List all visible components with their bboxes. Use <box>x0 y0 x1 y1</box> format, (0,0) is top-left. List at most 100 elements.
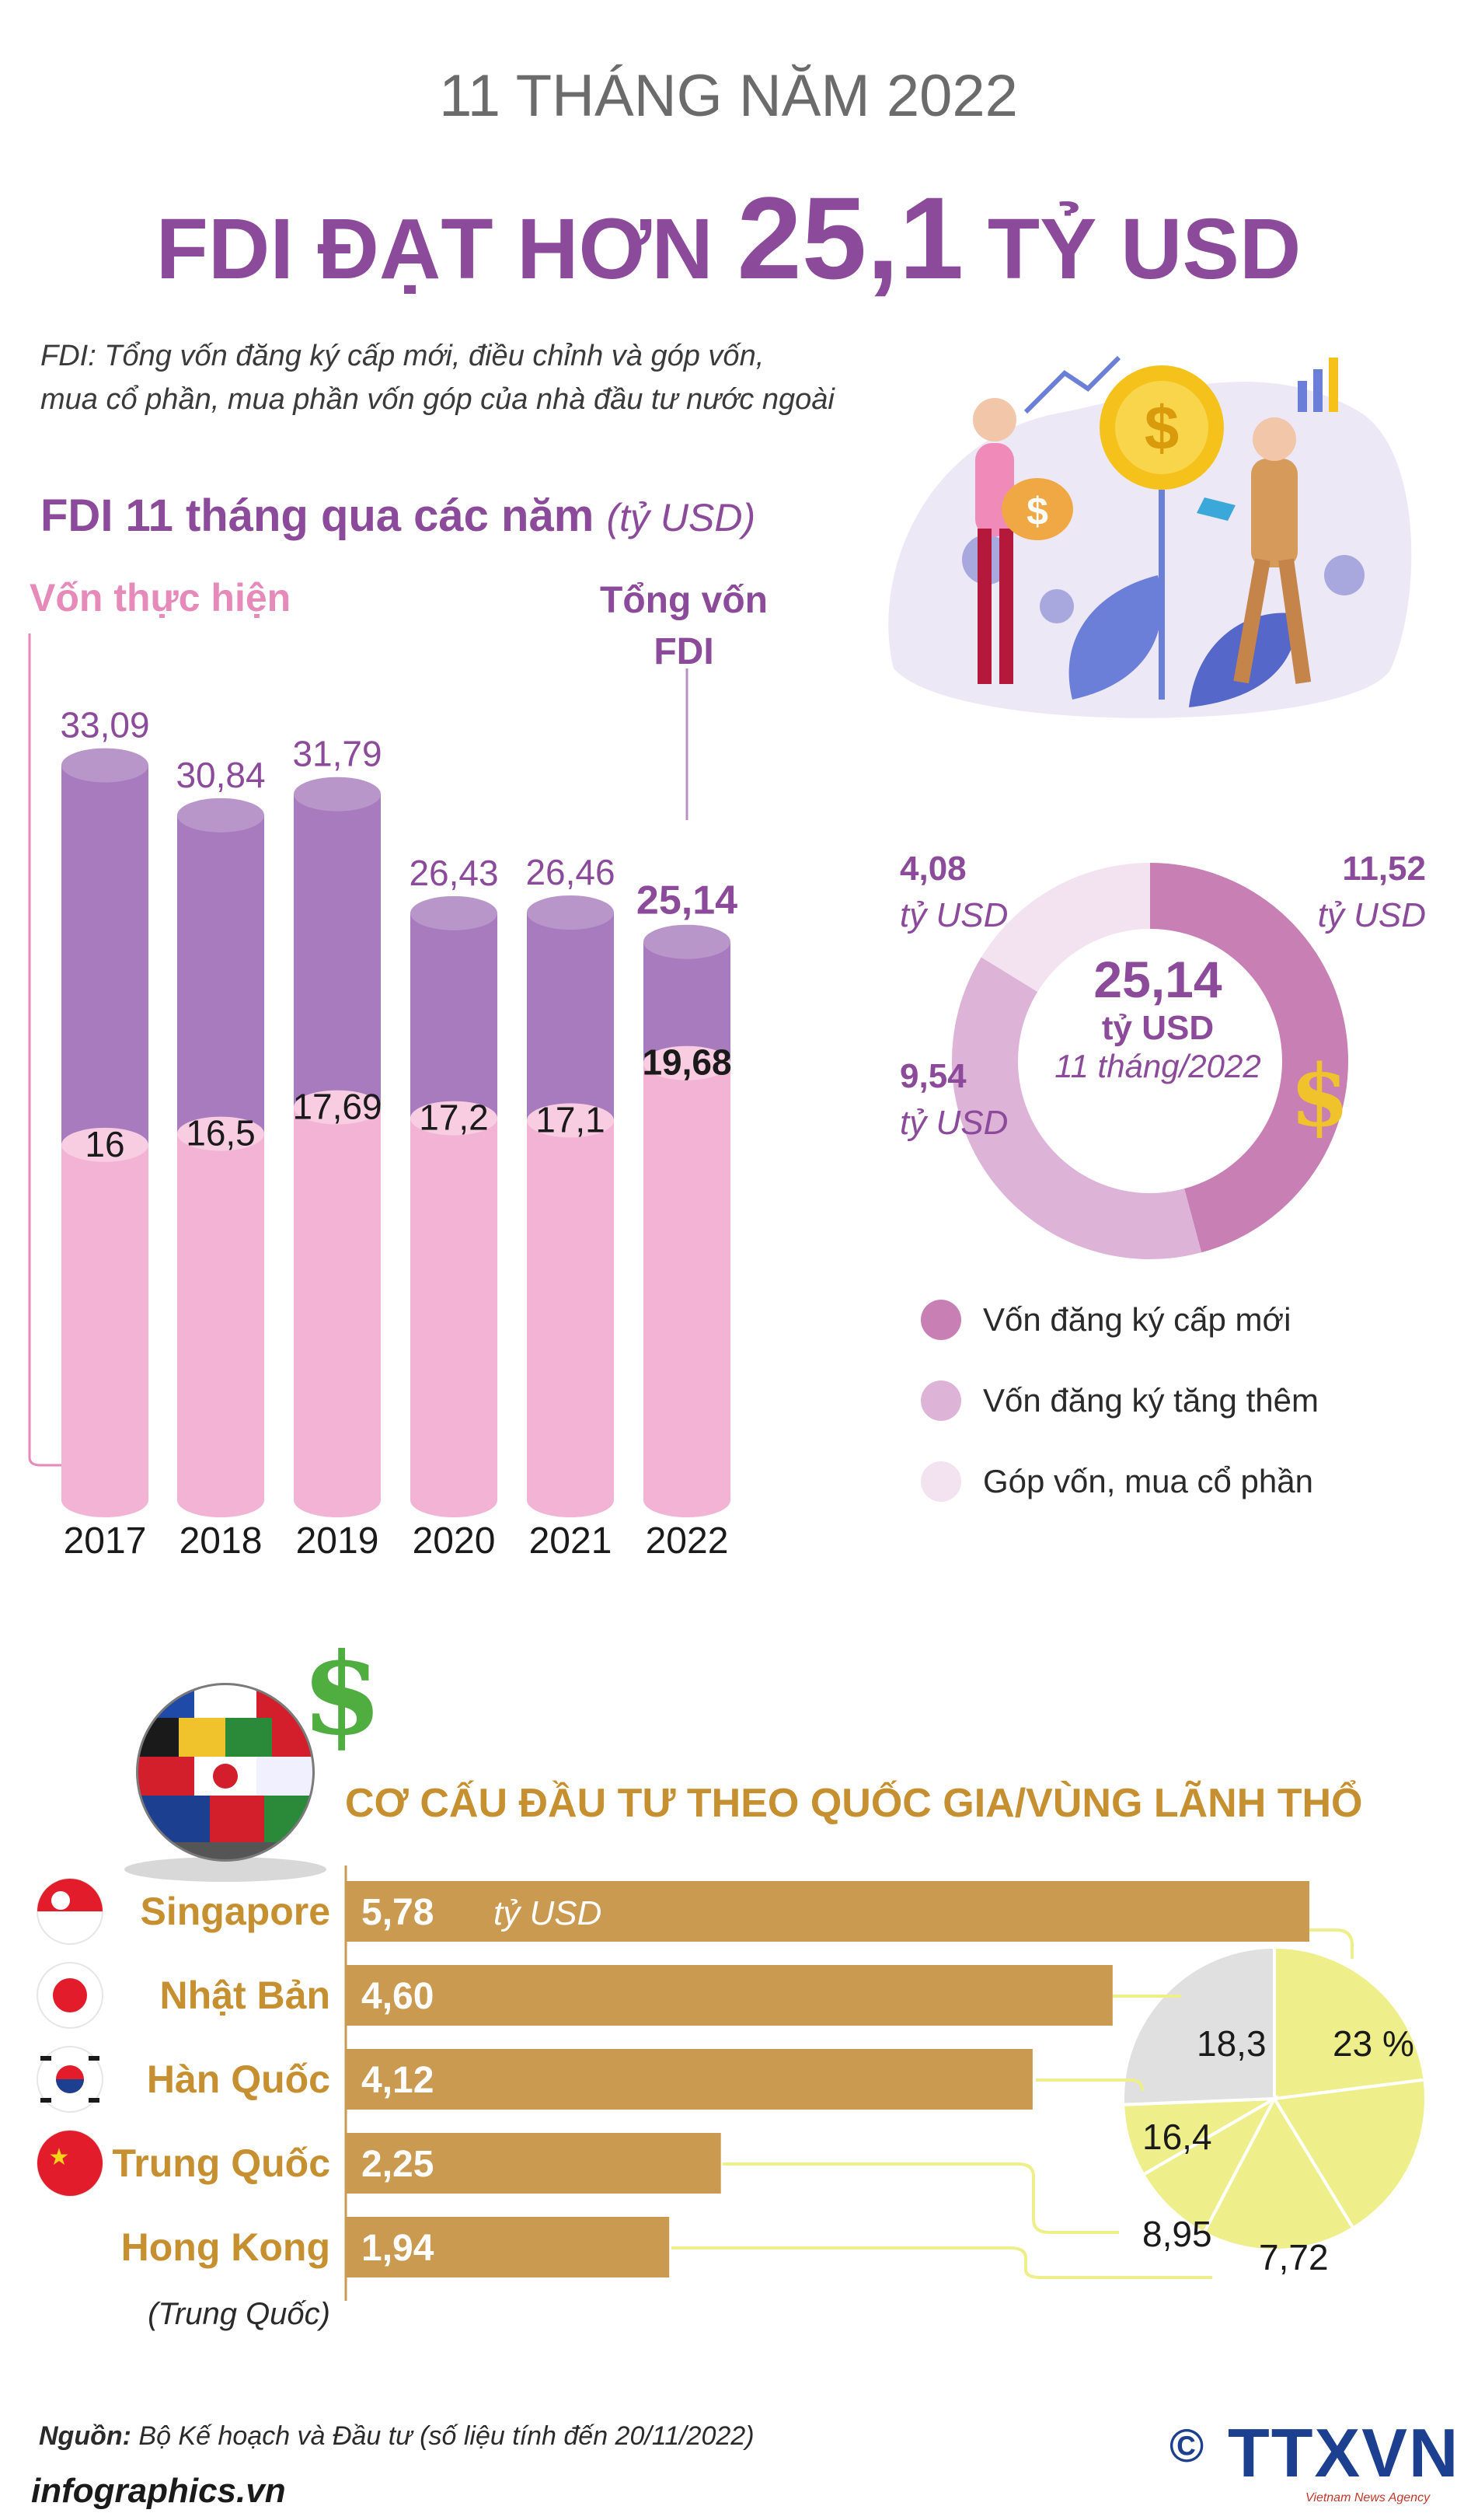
country-value-3: 2,25 <box>361 2144 434 2185</box>
flag-trigram <box>89 2056 99 2061</box>
bar-base-2018 <box>177 1483 264 1517</box>
flag-red <box>37 2131 103 2196</box>
donut-center: 25,14 tỷ USD 11 tháng/2022 <box>1002 950 1313 1085</box>
share-slice-3 <box>1141 2094 1278 2236</box>
share-label-3: 8,95 <box>1142 2214 1212 2254</box>
fdi-chart-title-text: FDI 11 tháng qua các năm <box>40 490 594 541</box>
connector-line-4 <box>671 2246 1212 2279</box>
svg-text:$: $ <box>1027 490 1048 533</box>
flag-sun <box>53 1978 87 2012</box>
source-label: Nguồn: <box>39 2421 131 2451</box>
donut-label-tang-them-unit: tỷ USD <box>900 1104 1009 1142</box>
series-label-tong-von: Tổng vốn FDI <box>567 575 800 678</box>
connector-line-3 <box>723 2162 1119 2234</box>
year-label-2020: 2020 <box>413 1520 496 1562</box>
note-line-1: FDI: Tổng vốn đăng ký cấp mới, điều chỉn… <box>40 340 765 372</box>
country-value-2: 4,12 <box>361 2060 434 2101</box>
country-name-4: Hong Kong <box>121 2225 330 2269</box>
donut-slice-2 <box>981 863 1150 992</box>
svg-text:$: $ <box>1145 393 1180 462</box>
ttxvn-logo: TTXVN <box>1228 2414 1457 2491</box>
donut-center-unit: tỷ USD <box>1101 1009 1215 1047</box>
legend-swatch-gop-von <box>921 1461 961 1502</box>
donut-label-cap-moi-unit: tỷ USD <box>1317 896 1426 934</box>
connector-line-2 <box>1036 2078 1144 2092</box>
supertitle: 11 THÁNG NĂM 2022 <box>439 63 1018 129</box>
donut-label-cap-moi-value: 11,52 <box>1342 850 1426 888</box>
bar-realized-2021 <box>527 1120 614 1500</box>
flag-trigram <box>89 2098 99 2103</box>
bar-realized-2019 <box>294 1107 381 1500</box>
copyright-icon: © <box>1169 2420 1204 2472</box>
value-total-2020: 26,43 <box>409 853 498 893</box>
title-part-a: FDI ĐẠT HƠN <box>155 201 737 297</box>
svg-text:$: $ <box>302 1648 381 1761</box>
legend-label-cap-moi: Vốn đăng ký cấp mới <box>983 1301 1291 1338</box>
flag-taeguk-blue <box>56 2079 84 2093</box>
fdi-chart-title: FDI 11 tháng qua các năm (tỷ USD) <box>40 490 755 542</box>
singapore-flag <box>37 1878 103 1945</box>
value-realized-2018: 16,5 <box>186 1113 256 1154</box>
series-label-tong-von-line2: FDI <box>654 631 714 672</box>
donut-slice-1 <box>952 957 1202 1259</box>
donut-label-tang-them-value: 9,54 <box>900 1057 967 1095</box>
fdi-2022-donut-chart <box>952 863 1348 1259</box>
donut-label-tang-them: 9,54 tỷ USD <box>900 1053 1008 1147</box>
bar-total-cap-2019 <box>294 777 381 811</box>
legend-item: Vốn đăng ký tăng thêm <box>921 1379 1319 1422</box>
flag-red-half <box>37 1879 103 1911</box>
bar-base-2022 <box>643 1483 730 1517</box>
source-note: Nguồn: Bộ Kế hoạch và Đầu tư (số liệu tí… <box>39 2421 755 2452</box>
flag-moon <box>51 1891 70 1910</box>
value-total-2019: 31,79 <box>292 734 382 774</box>
legend-label-gop-von: Góp vốn, mua cổ phần <box>983 1463 1313 1499</box>
share-label-4: 7,72 <box>1259 2237 1329 2277</box>
year-label-2022: 2022 <box>646 1520 729 1562</box>
value-realized-2017: 16 <box>85 1124 124 1164</box>
china-flag: ★ <box>37 2130 103 2197</box>
series-label-von-thuc-hien: Vốn thực hiện <box>30 576 291 620</box>
value-total-2022: 25,14 <box>636 878 737 923</box>
donut-center-period: 11 tháng/2022 <box>1054 1048 1261 1084</box>
legend-label-tang-them: Vốn đăng ký tăng thêm <box>983 1382 1319 1419</box>
value-realized-2022: 19,68 <box>642 1042 731 1083</box>
share-slice-1 <box>1271 2078 1427 2231</box>
globe-flags-icon: $ <box>124 1648 381 1882</box>
legend-swatch-tang-them <box>921 1380 961 1421</box>
fdi-chart-unit: (tỷ USD) <box>606 496 756 539</box>
series-label-tong-von-line1: Tổng vốn <box>600 580 768 621</box>
donut-label-cap-moi: 11,52 tỷ USD <box>1317 846 1426 939</box>
country-name-3: Trung Quốc <box>112 2141 330 2185</box>
fdi-definition-note: FDI: Tổng vốn đăng ký cấp mới, điều chỉn… <box>40 334 835 421</box>
country-bar-0 <box>346 1881 1309 1942</box>
bar-base-2019 <box>294 1483 381 1517</box>
title-highlight: 25,1 <box>737 173 964 303</box>
bar-total-cap-2017 <box>61 748 148 783</box>
footer-site: infographics.vn <box>31 2472 286 2510</box>
note-line-2: mua cổ phần, mua phần vốn góp của nhà đầ… <box>40 383 835 416</box>
country-bar-4 <box>346 2217 670 2277</box>
value-total-2018: 30,84 <box>176 755 265 795</box>
donut-label-gop-von-value: 4,08 <box>900 850 967 888</box>
title-part-c: TỶ USD <box>964 201 1302 297</box>
donut-center-value: 25,14 <box>1093 951 1222 1008</box>
share-label-0: 23 % <box>1333 2023 1414 2064</box>
country-name-1: Nhật Bản <box>160 1974 330 2017</box>
bar-total-cap-2018 <box>177 798 264 832</box>
bar-realized-cap-2020 <box>410 1101 497 1136</box>
year-label-2017: 2017 <box>64 1520 147 1562</box>
bar-base-2021 <box>527 1483 614 1517</box>
bar-realized-cap-2018 <box>177 1116 264 1151</box>
page-title: FDI ĐẠT HƠN 25,1 TỶ USD <box>0 171 1457 305</box>
connector-line-0 <box>1309 1928 1354 1959</box>
bar-realized-cap-2022 <box>643 1045 730 1080</box>
pink-bracket-line <box>28 633 64 1467</box>
share-slice-0 <box>1273 1945 1427 2101</box>
year-label-2018: 2018 <box>180 1520 263 1562</box>
country-bar-2 <box>346 2049 1033 2110</box>
country-bar-1 <box>346 1965 1113 2026</box>
year-label-2021: 2021 <box>529 1520 612 1562</box>
bar-realized-cap-2017 <box>61 1127 148 1162</box>
fdi-bar-chart: 33,09 16 2017 30,84 16,5 2018 31,79 17,69 2019 26… <box>28 633 737 1562</box>
country-bar-chart: 5,78 tỷ USD Singapore 4,60 Nhật Bản 4,12 Hàn Q… <box>37 1866 1427 2331</box>
